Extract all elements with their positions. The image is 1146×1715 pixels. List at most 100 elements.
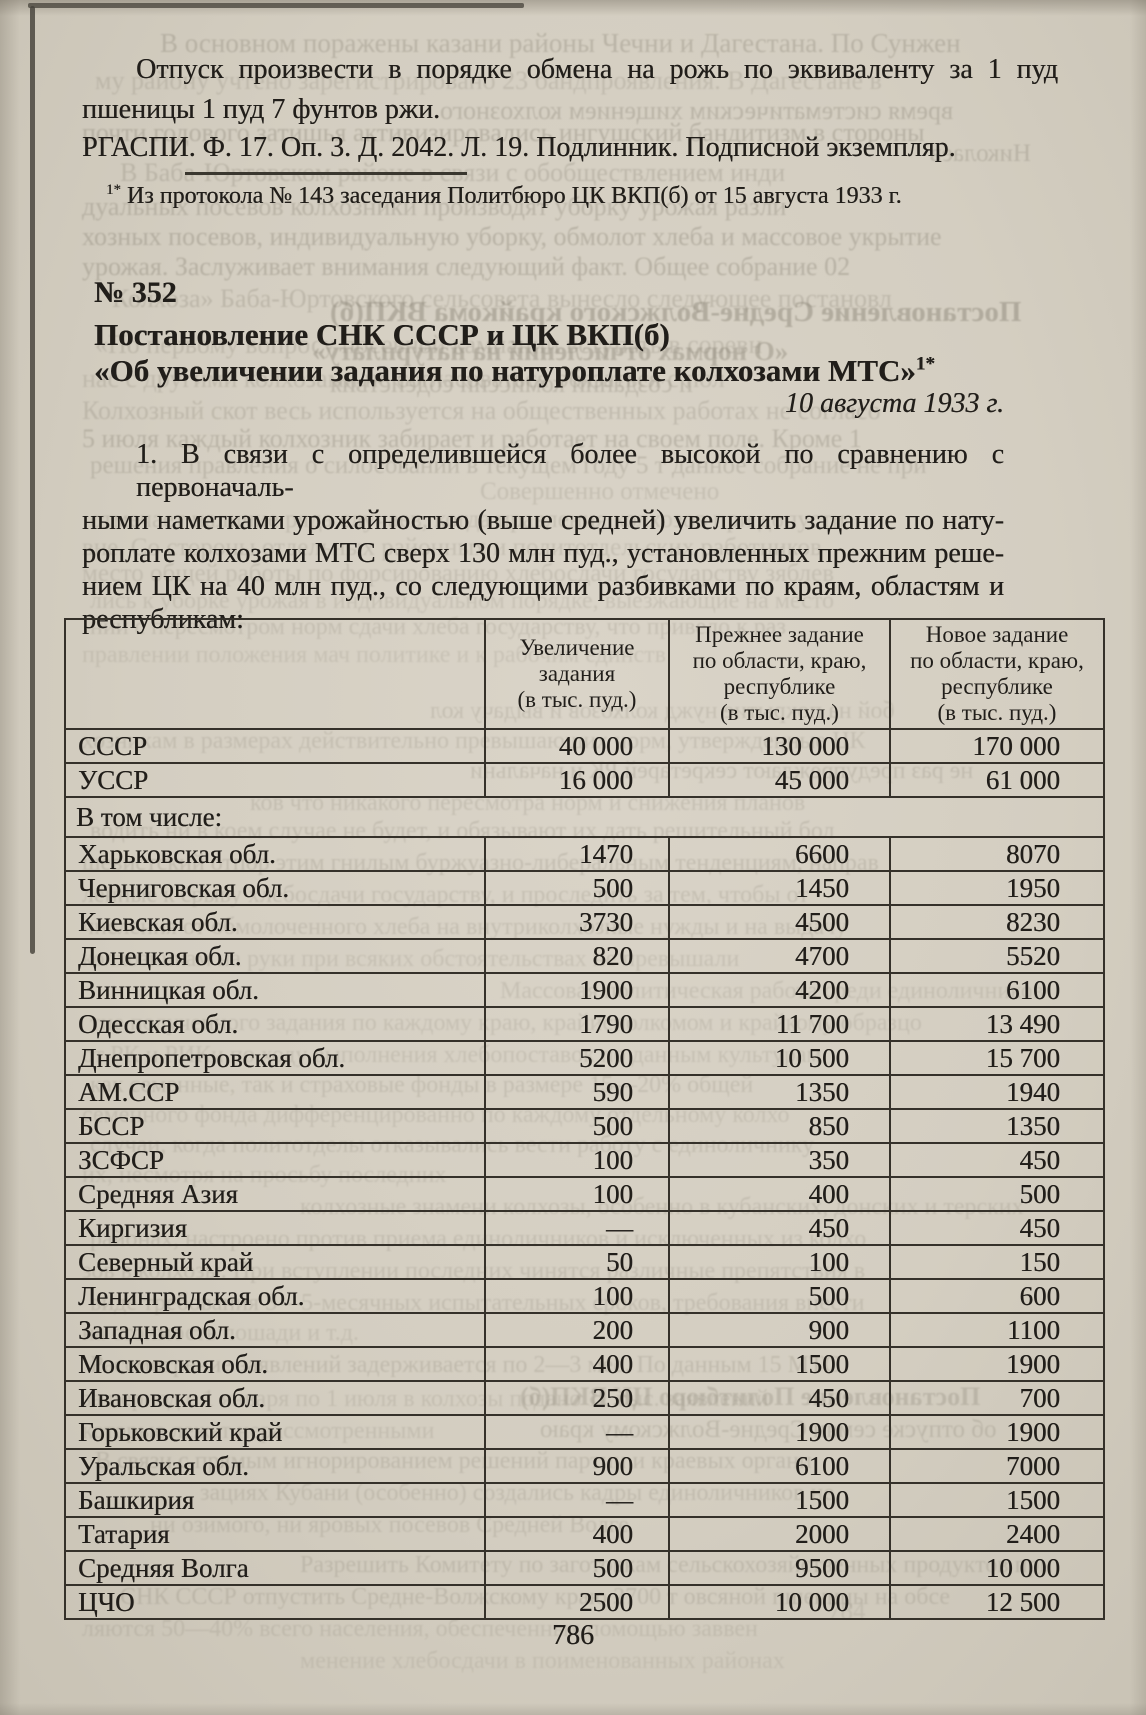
table-row: Средняя Волга 500 9500 10 000 [64, 1550, 1105, 1586]
increase-cell: 5200 [484, 1040, 670, 1076]
new-total-cell: 7000 [889, 1448, 1105, 1484]
table-row: Киевская обл. 3730 4500 8230 [64, 904, 1105, 940]
new-total-cell: 61 000 [889, 762, 1105, 798]
bleedthrough-text: менение хлебосдачи в поименованных район… [300, 1648, 785, 1674]
bleedthrough-text: нас с другими колхозами не согласоваться… [82, 364, 725, 393]
increase-cell: — [484, 1210, 670, 1246]
scan-edge-mark-left [30, 6, 35, 954]
new-total-cell: 170 000 [889, 728, 1105, 764]
table-row: Средняя Азия 100 400 500 [64, 1176, 1105, 1212]
new-total-cell: 450 [889, 1142, 1105, 1178]
table-row: БССР 500 850 1350 [64, 1108, 1105, 1144]
increase-cell: 500 [484, 1550, 670, 1586]
region-cell: ЗСФСР [64, 1142, 486, 1178]
footnote: 1* Из протокола № 143 заседания Политбюр… [106, 180, 1006, 212]
table-row: Татария 400 2000 2400 [64, 1516, 1105, 1552]
region-cell: Московская обл. [64, 1346, 486, 1382]
previous-cell: 10 500 [668, 1040, 891, 1076]
footnote-text: Из протокола № 143 заседания Политбюро Ц… [126, 183, 902, 209]
previous-cell: 2000 [668, 1516, 891, 1552]
region-cell: Ленинградская обл. [64, 1278, 486, 1314]
previous-cell: 6100 [668, 1448, 891, 1484]
previous-cell: 45 000 [668, 762, 891, 798]
table-row: ЗСФСР 100 350 450 [64, 1142, 1105, 1178]
table-row: Уральская обл. 900 6100 7000 [64, 1448, 1105, 1484]
previous-cell: 1500 [668, 1482, 891, 1518]
increase-cell: 3730 [484, 904, 670, 940]
increase-cell: — [484, 1414, 670, 1450]
document-date: 10 августа 1933 г. [784, 388, 1004, 419]
prev-doc-closing-line: Отпуск произвести в порядке обмена на ро… [136, 54, 1058, 85]
prev-doc-closing-line: пшеницы 1 пуд 7 фунтов ржи. [82, 94, 441, 125]
increase-cell: 820 [484, 938, 670, 974]
increase-cell: 590 [484, 1074, 670, 1110]
new-total-cell: 1100 [889, 1312, 1105, 1348]
previous-cell: 1450 [668, 870, 891, 906]
new-total-cell: 1500 [889, 1482, 1105, 1518]
body-paragraph: 1. В связи с определившейся более высоко… [82, 438, 1004, 636]
new-total-cell: 1350 [889, 1108, 1105, 1144]
increase-cell: 100 [484, 1278, 670, 1314]
previous-cell: 900 [668, 1312, 891, 1348]
header-cell-increase: Увеличение задания (в тыс. пуд.) [484, 618, 670, 730]
increase-cell: 200 [484, 1312, 670, 1348]
bleedthrough-text: почти годового затишья активизировались … [82, 118, 925, 147]
table-row: СССР 40 000 130 000 170 000 [64, 728, 1105, 764]
region-cell: Западная обл. [64, 1312, 486, 1348]
previous-cell: 850 [668, 1108, 891, 1144]
region-cell: Татария [64, 1516, 486, 1552]
increase-cell: 16 000 [484, 762, 670, 798]
table-row: Башкирия —1500 1500 [64, 1482, 1105, 1518]
title-footnote-marker: 1* [915, 353, 935, 375]
previous-cell: 9500 [668, 1550, 891, 1586]
new-total-cell: 6100 [889, 972, 1105, 1008]
table-row: АМ.ССР 590 1350 1940 [64, 1074, 1105, 1110]
previous-cell: 1500 [668, 1346, 891, 1382]
increase-cell: — [484, 1482, 670, 1518]
new-total-cell: 600 [889, 1278, 1105, 1314]
previous-cell: 4200 [668, 972, 891, 1008]
increase-cell: 500 [484, 1108, 670, 1144]
table-row: Западная обл. 200 900 1100 [64, 1312, 1105, 1348]
assignments-table-wrap: Увеличение задания (в тыс. пуд.) Прежнее… [64, 618, 1105, 1620]
bleedthrough-text: решения правления о силосовании в текуще… [90, 452, 927, 479]
table-row: Днепропетровская обл. 5200 10 500 15 700 [64, 1040, 1105, 1076]
previous-cell: 400 [668, 1176, 891, 1212]
region-cell: Черниговская обл. [64, 870, 486, 906]
new-total-cell: 500 [889, 1176, 1105, 1212]
region-cell: СССР [64, 728, 486, 764]
new-total-cell: 1900 [889, 1414, 1105, 1450]
new-total-cell: 700 [889, 1380, 1105, 1416]
region-cell: Одесская обл. [64, 1006, 486, 1042]
previous-cell: 130 000 [668, 728, 891, 764]
increase-cell: 100 [484, 1176, 670, 1212]
page-number: 786 [552, 1620, 594, 1651]
new-total-cell: 1950 [889, 870, 1105, 906]
increase-cell: 1470 [484, 836, 670, 872]
increase-cell: 100 [484, 1142, 670, 1178]
table-row: Ивановская обл. 250 450 700 [64, 1380, 1105, 1416]
region-cell: Винницкая обл. [64, 972, 486, 1008]
previous-cell: 500 [668, 1278, 891, 1314]
region-cell: Харьковская обл. [64, 836, 486, 872]
bleedthrough-text: Колхоза» Баба-Юртовского сельсовета выне… [112, 284, 892, 313]
region-cell: УССР [64, 762, 486, 798]
increase-cell: 250 [484, 1380, 670, 1416]
previous-cell: 10 000 [668, 1584, 891, 1620]
previous-cell: 6600 [668, 836, 891, 872]
table-row: Черниговская обл. 500 1450 1950 [64, 870, 1105, 906]
region-cell: Горьковский край [64, 1414, 486, 1450]
previous-cell: 1350 [668, 1074, 891, 1110]
region-cell: Днепропетровская обл. [64, 1040, 486, 1076]
paragraph-line: ными наметками урожайностью (выше средне… [82, 505, 1004, 536]
increase-cell: 900 [484, 1448, 670, 1484]
new-total-cell: 10 000 [889, 1550, 1105, 1586]
increase-cell: 500 [484, 870, 670, 906]
table-row: Донецкая обл. 820 4700 5520 [64, 938, 1105, 974]
bleedthrough-text: место общей работы по форсированию хлебо… [82, 560, 835, 587]
table-row: Одесская обл. 1790 11 700 13 490 [64, 1006, 1105, 1042]
increase-cell: 40 000 [484, 728, 670, 764]
header-cell-previous: Прежнее задание по области, краю, респуб… [668, 618, 891, 730]
new-total-cell: 8070 [889, 836, 1105, 872]
previous-cell: 4700 [668, 938, 891, 974]
